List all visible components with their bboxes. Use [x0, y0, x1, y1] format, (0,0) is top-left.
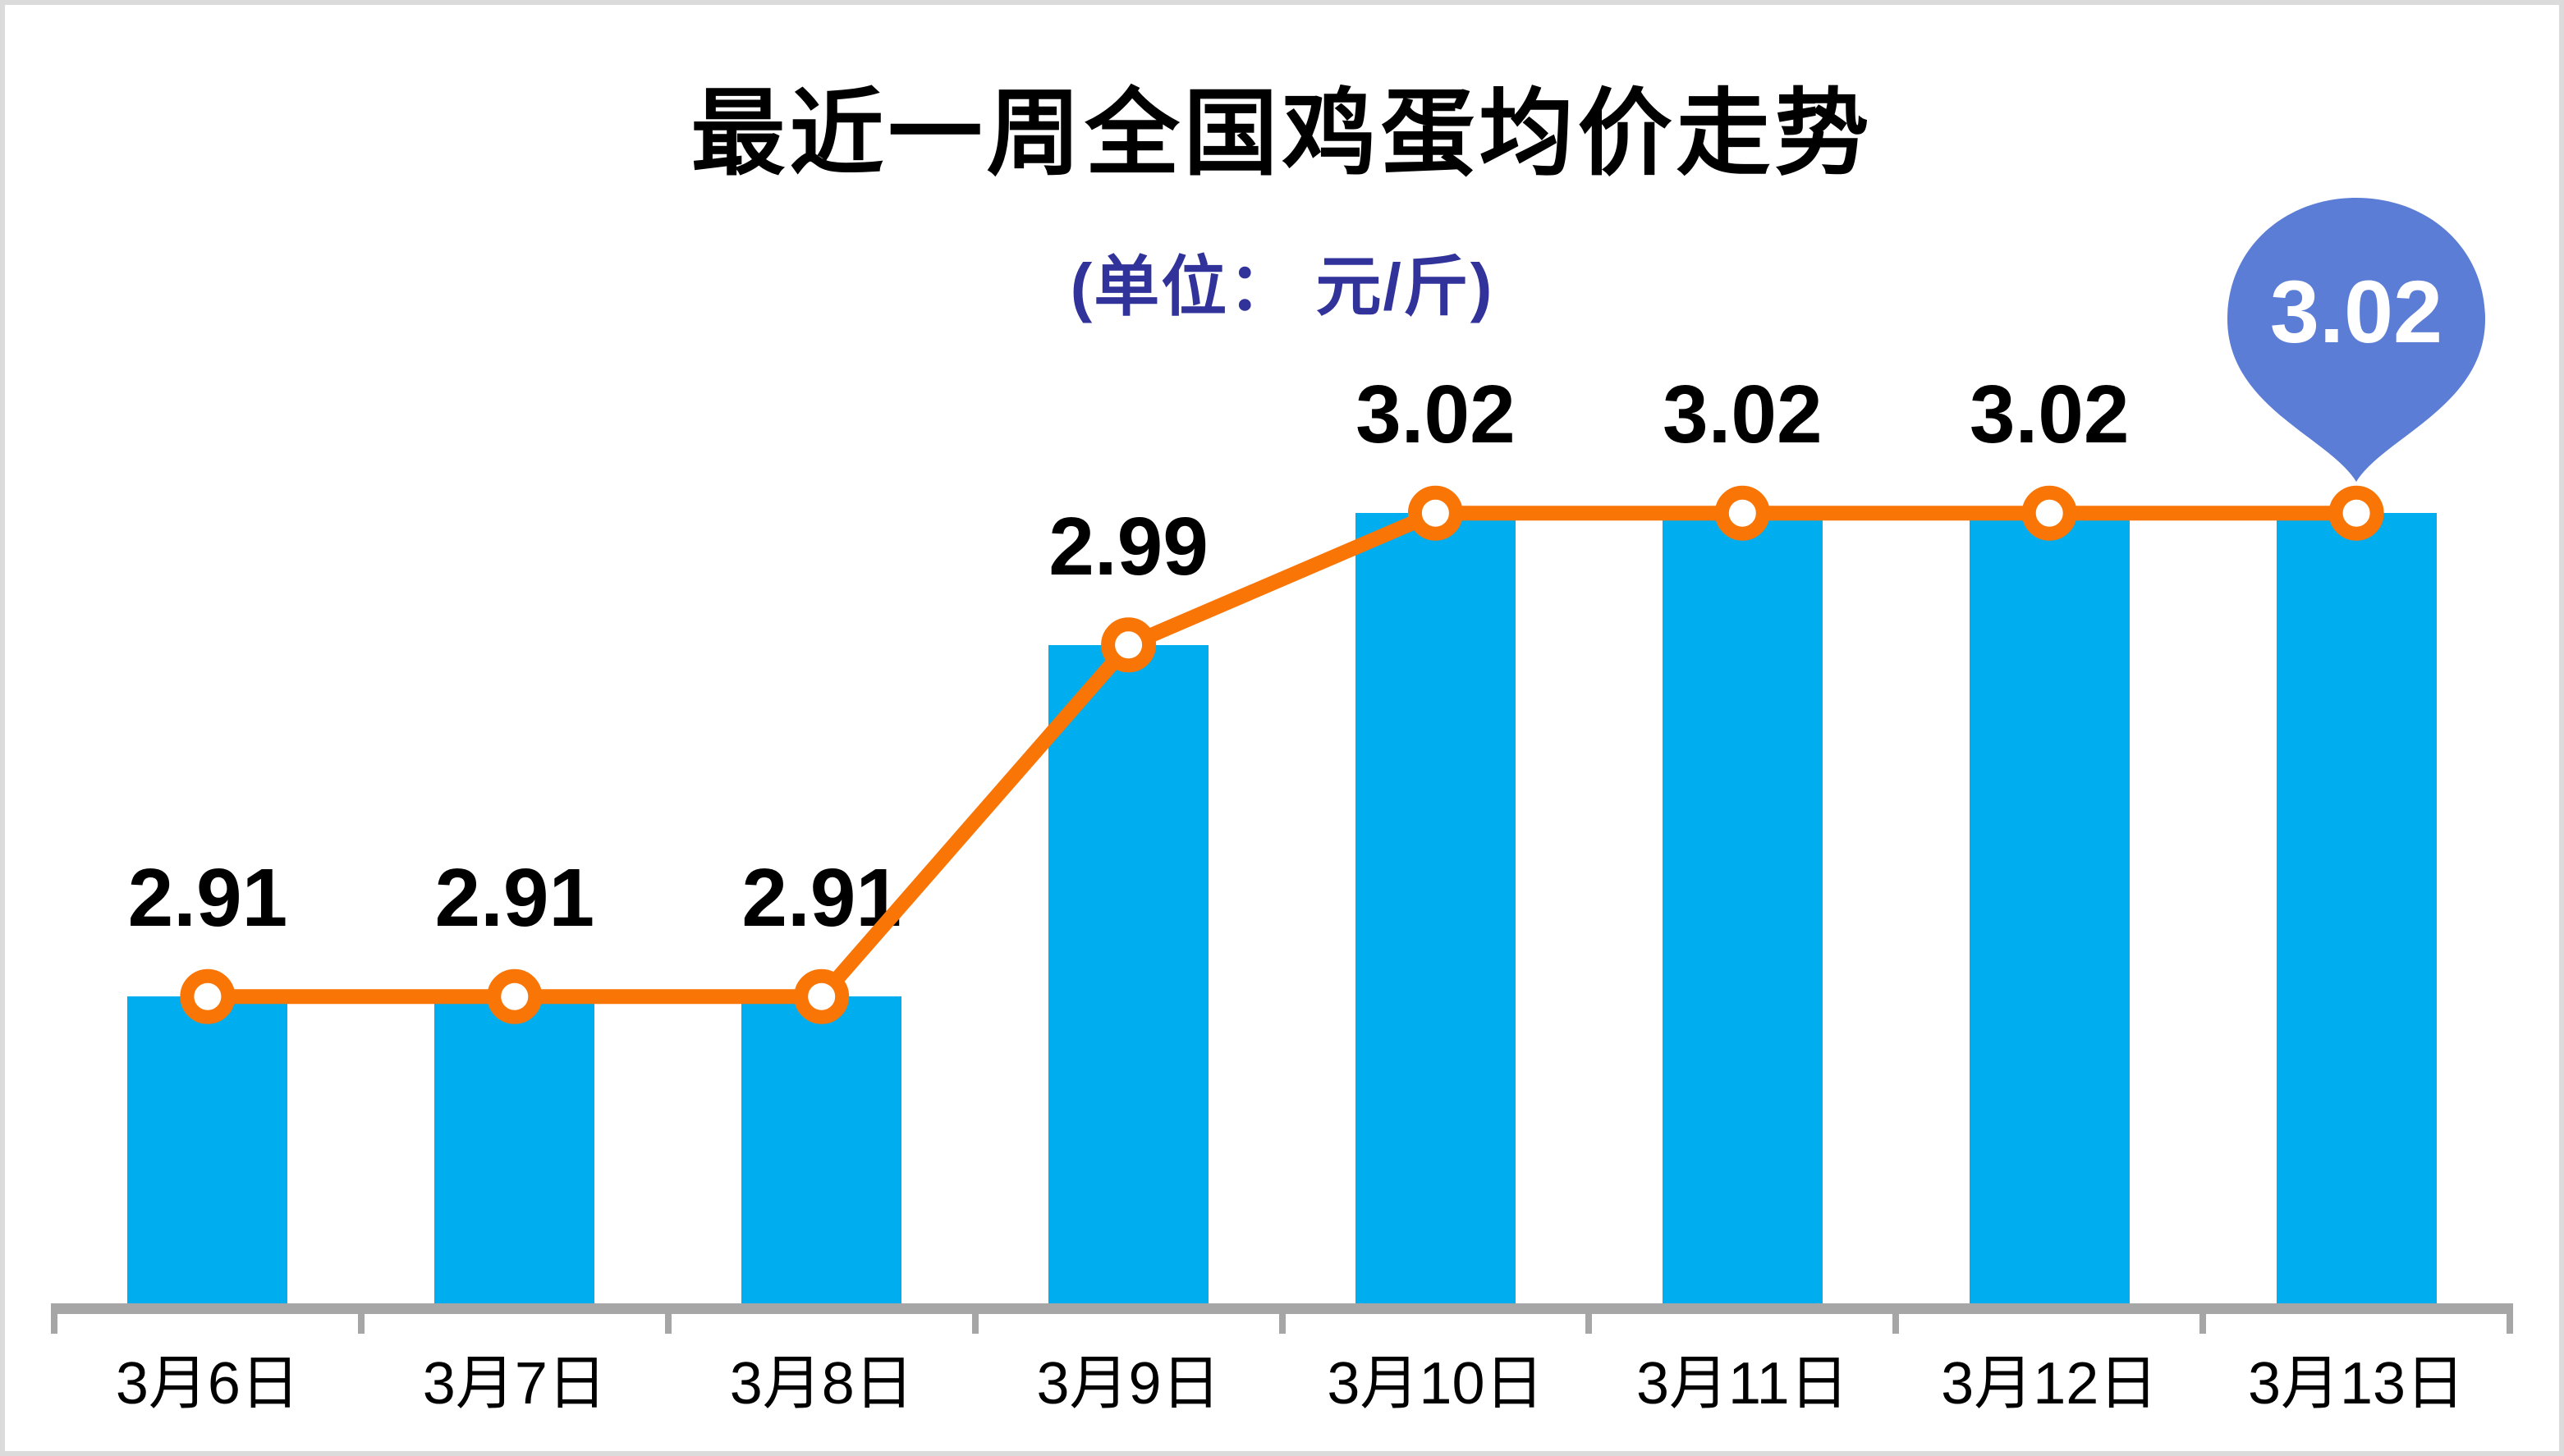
x-axis-label: 3月10日	[1327, 1351, 1544, 1417]
value-label: 2.91	[434, 852, 595, 945]
x-axis-label: 3月7日	[422, 1351, 607, 1417]
data-point-marker	[487, 968, 543, 1024]
x-axis-line	[51, 1303, 2513, 1314]
x-axis-label: 3月8日	[729, 1351, 914, 1417]
data-point-marker	[1714, 485, 1770, 541]
x-axis-tick	[1585, 1314, 1593, 1334]
trend-line-path	[207, 506, 2357, 1005]
value-label: 2.91	[127, 852, 288, 945]
value-label: 3.02	[1355, 369, 1516, 461]
chart-unit-subtitle: (单位： 元/斤)	[1070, 250, 1494, 323]
x-axis-tick	[2507, 1314, 2513, 1334]
callout-balloon-shape	[2227, 198, 2486, 483]
data-point-marker	[2328, 485, 2384, 541]
x-axis-tick	[664, 1314, 672, 1334]
value-label: 3.02	[1969, 369, 2130, 461]
x-axis-label: 3月6日	[115, 1351, 300, 1417]
data-point-marker	[1101, 617, 1157, 673]
data-point-marker	[180, 968, 236, 1024]
x-axis-tick	[971, 1314, 979, 1334]
x-axis-label: 3月12日	[1941, 1351, 2158, 1417]
data-point-marker	[1407, 485, 1463, 541]
x-axis-label: 3月11日	[1635, 1351, 1849, 1417]
bar	[1662, 513, 1823, 1304]
x-axis-label: 3月13日	[2247, 1351, 2465, 1417]
bar	[434, 996, 595, 1304]
callout-value: 3.02	[2270, 262, 2442, 361]
value-label: 3.02	[1662, 369, 1823, 461]
bar	[741, 996, 902, 1304]
x-axis-tick	[51, 1314, 57, 1334]
bar	[127, 996, 288, 1304]
data-point-marker	[2021, 485, 2077, 541]
value-label: 2.99	[1048, 500, 1209, 593]
chart-title: 最近一周全国鸡蛋均价走势	[690, 81, 1874, 186]
bar	[1969, 513, 2130, 1304]
callout-balloon: 3.02	[2227, 198, 2486, 483]
x-axis-label: 3月9日	[1036, 1351, 1221, 1417]
data-point-marker	[794, 968, 850, 1024]
bar	[2276, 513, 2437, 1304]
x-axis-tick	[2199, 1314, 2207, 1334]
x-axis-tick	[357, 1314, 365, 1334]
x-axis-tick	[1892, 1314, 1900, 1334]
bar	[1355, 513, 1516, 1304]
bar	[1048, 644, 1209, 1304]
x-axis-tick	[1278, 1314, 1286, 1334]
